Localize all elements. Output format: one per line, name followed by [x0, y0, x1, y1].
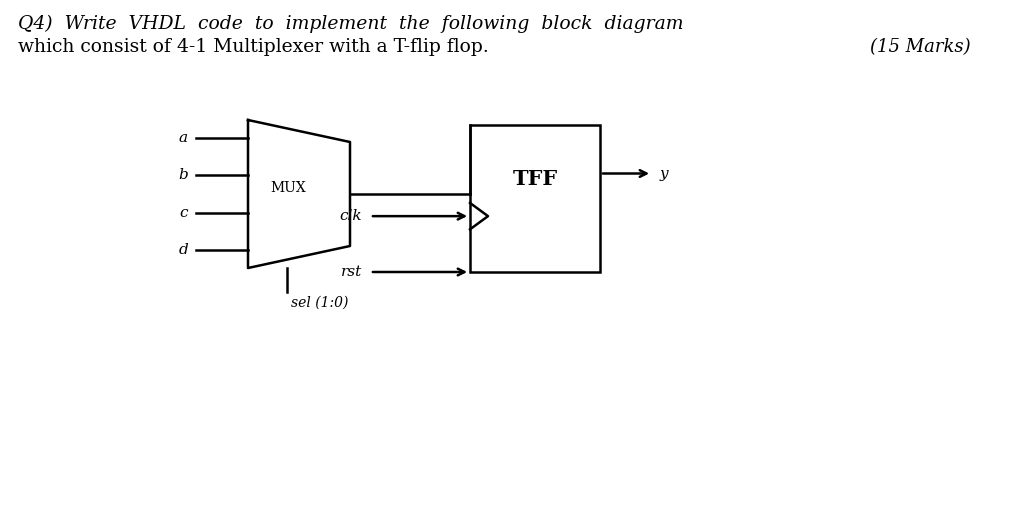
Bar: [470, 125, 600, 272]
Text: a: a: [179, 131, 188, 145]
Text: rst: rst: [341, 265, 362, 279]
Text: Q4)  Write  VHDL  code  to  implement  the  following  block  diagram: Q4) Write VHDL code to implement the fol…: [18, 15, 683, 33]
Text: c: c: [179, 206, 188, 219]
Text: (15 Marks): (15 Marks): [870, 38, 971, 56]
Text: TFF: TFF: [512, 168, 557, 189]
Text: which consist of 4-1 Multiplexer with a T-flip flop.: which consist of 4-1 Multiplexer with a …: [18, 38, 488, 56]
Text: sel (1:0): sel (1:0): [291, 296, 348, 310]
Text: b: b: [178, 168, 188, 183]
Text: d: d: [178, 243, 188, 257]
Text: MUX: MUX: [270, 181, 306, 195]
Text: clk: clk: [339, 209, 362, 223]
Text: y: y: [660, 166, 669, 180]
